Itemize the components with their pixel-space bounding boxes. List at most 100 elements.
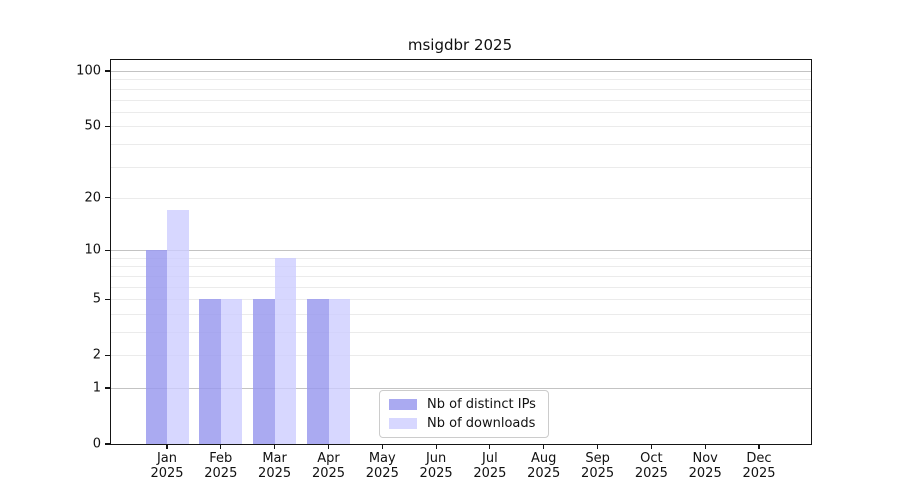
x-axis-tick [489,444,491,449]
gridline-major [111,250,811,252]
x-tick-month: Feb [209,451,233,466]
y-tick-label: 10 [84,242,101,258]
legend-row-downloads: Nb of downloads [389,416,536,431]
plot-area: 0 1 2 5 10 20 50 100 Jan 2025 Feb 2025 Mar 2025 Apr 202… [76,59,812,481]
x-axis-tick [220,444,222,449]
gridline-minor [111,166,811,168]
x-tick-label: Mar 2025 [243,451,307,481]
bar-distinct-ips [199,299,221,444]
x-tick-label: Jun 2025 [404,451,468,481]
gridline-minor [111,313,811,315]
x-tick-year: 2025 [581,466,615,481]
x-tick-month: Aug [530,451,557,466]
y-axis-tick [105,387,110,389]
x-tick-year: 2025 [150,466,184,481]
gridline-minor [111,197,811,199]
x-tick-month: Apr [317,451,340,466]
legend-label-distinct-ips: Nb of distinct IPs [427,397,536,412]
x-tick-month: Sep [585,451,610,466]
gridline-minor [111,143,811,145]
y-axis-tick [105,249,110,251]
y-axis-tick [105,443,110,445]
x-tick-month: Jul [482,451,498,466]
gridline-major [111,388,811,389]
y-axis-tick [105,354,110,356]
y-tick-label: 50 [84,118,101,134]
x-tick-label: Oct 2025 [619,451,683,481]
x-tick-month: Mar [262,451,287,466]
gridline-minor [111,299,811,301]
x-tick-year: 2025 [473,466,507,481]
x-tick-year: 2025 [742,466,776,481]
y-tick-label: 20 [84,190,101,206]
bar-downloads [167,210,189,444]
y-tick-label: 0 [92,436,101,452]
legend-swatch-downloads [389,418,417,429]
x-axis-tick [327,444,330,449]
gridline-minor [111,266,811,268]
x-axis-tick [381,444,383,449]
legend-label-downloads: Nb of downloads [427,416,536,431]
x-tick-label: Nov 2025 [673,451,737,481]
gridline-minor [111,257,811,259]
x-tick-year: 2025 [311,466,346,481]
x-tick-label: Jul 2025 [458,451,522,481]
y-tick-label: 1 [92,380,101,396]
x-tick-label: Feb 2025 [189,451,253,481]
bar-distinct-ips [253,299,275,444]
x-tick-label: Aug 2025 [512,451,576,481]
gridline-minor [111,355,811,357]
y-axis-tick [105,197,110,199]
x-tick-label: Sep 2025 [566,451,630,481]
legend-swatch-distinct-ips [389,399,417,410]
x-axis-tick [704,444,706,449]
x-tick-label: Dec 2025 [727,451,791,481]
x-tick-year: 2025 [634,466,668,481]
x-tick-month: Nov [692,451,718,466]
x-tick-label: Apr 2025 [297,451,361,481]
x-axis-tick [435,444,437,449]
bar-distinct-ips [145,250,167,444]
gridline-minor [111,275,811,277]
gridline-minor [111,286,811,288]
y-tick-label: 5 [92,291,101,307]
x-axis-tick [274,444,276,449]
y-axis-tick [105,125,110,127]
x-tick-month: Jan [156,451,178,466]
chart-title: msigdbr 2025 [407,36,513,54]
x-axis-tick [650,444,652,449]
legend: Nb of distinct IPs Nb of downloads [379,390,549,438]
y-axis-tick [105,70,110,72]
x-tick-year: 2025 [527,466,561,481]
bar-downloads [220,299,243,444]
bar-distinct-ips [307,299,329,444]
x-axis-tick [758,444,760,449]
x-tick-label: May 2025 [350,451,414,481]
x-tick-year: 2025 [688,466,722,481]
gridline-major [111,71,811,72]
y-tick-label: 100 [76,63,101,79]
x-axis-tick [166,444,168,449]
x-tick-year: 2025 [258,466,292,481]
gridline-minor [111,126,811,128]
x-tick-month: Oct [640,451,663,466]
x-tick-month: Dec [746,451,772,466]
x-axis-tick [543,444,545,449]
bar-downloads [328,299,350,444]
y-tick-label: 2 [92,347,101,363]
gridline-minor [111,99,811,101]
x-tick-label: Jan 2025 [135,451,199,481]
gridline-minor [111,79,811,81]
gridline-minor [111,332,811,333]
bar-downloads [274,257,297,444]
x-tick-year: 2025 [419,466,453,481]
x-tick-month: May [368,451,396,466]
gridline-minor [111,88,811,90]
legend-row-distinct-ips: Nb of distinct IPs [389,397,536,412]
gridline-minor [111,111,811,113]
x-tick-year: 2025 [365,466,399,481]
y-axis-tick [105,298,110,300]
x-tick-year: 2025 [204,466,238,481]
x-tick-month: Jun [425,451,447,466]
